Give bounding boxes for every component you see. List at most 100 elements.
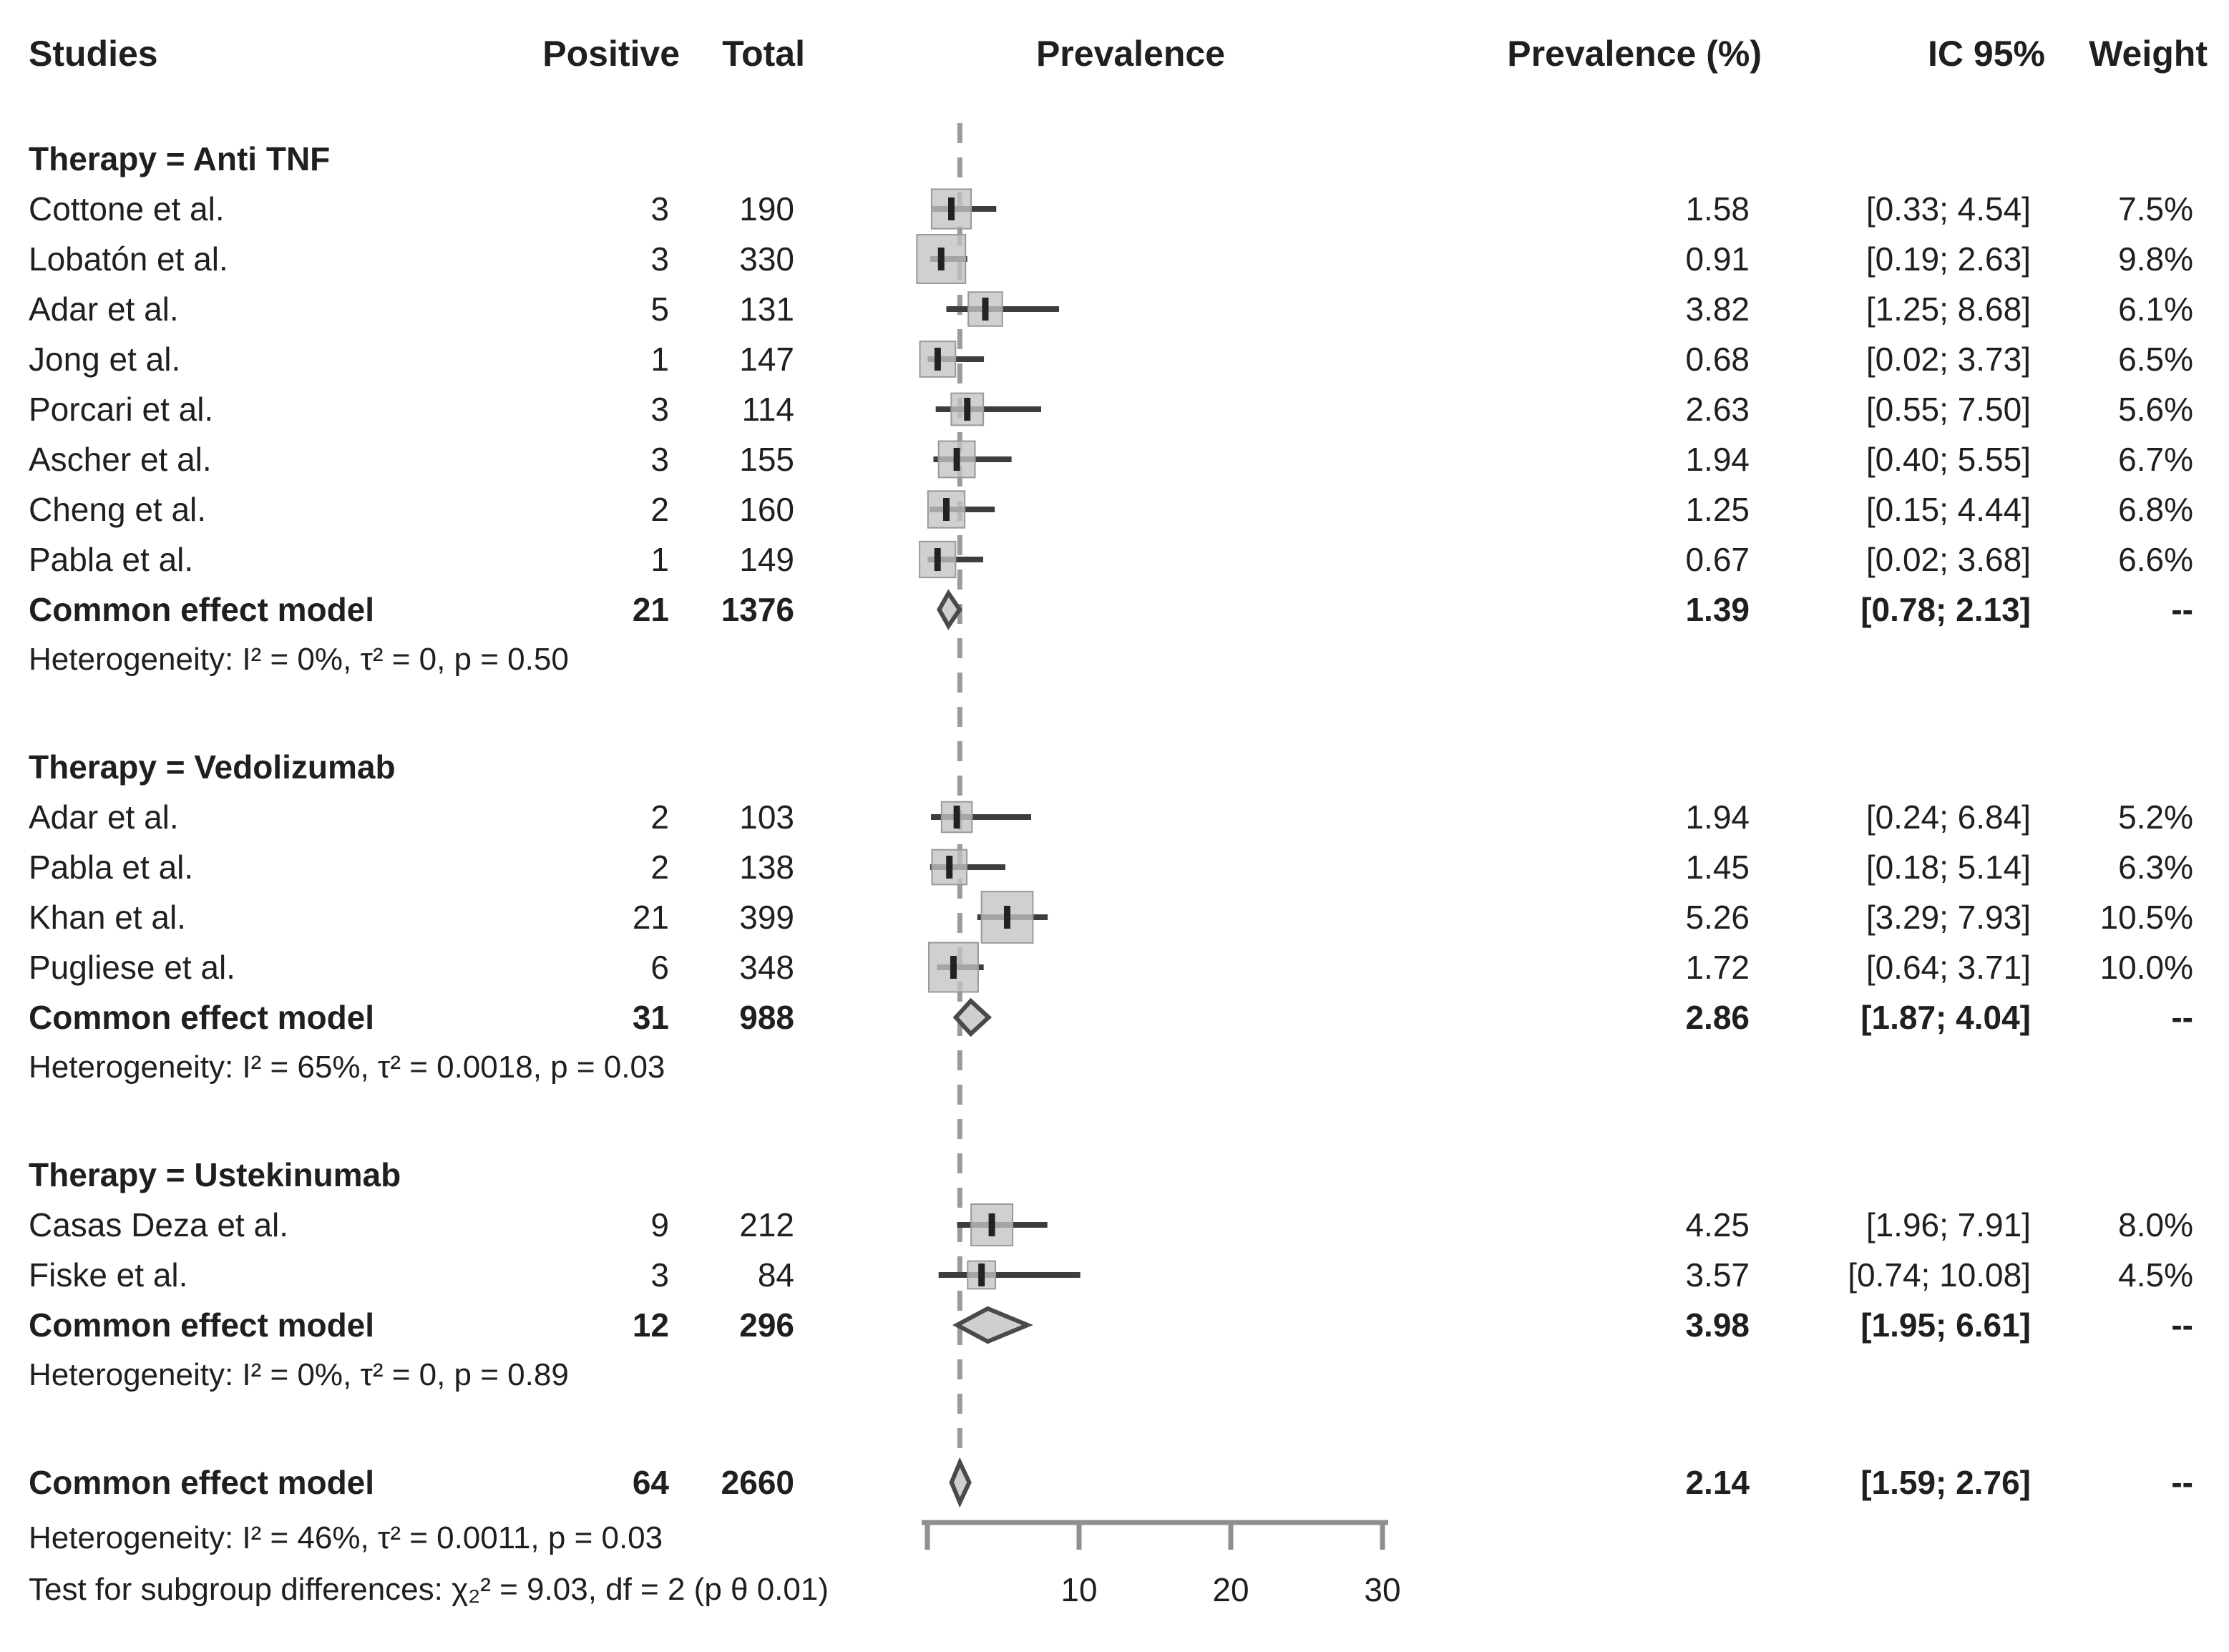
study-name: Pugliese et al. [29, 949, 235, 986]
total-value: 160 [739, 491, 794, 528]
summary-row: Common effect model 21 1376 1.39 [0.78; 2.13… [0, 585, 2229, 635]
positive-value: 31 [632, 999, 669, 1036]
heterogeneity-text: Heterogeneity: I² = 0%, τ² = 0, p = 0.50 [29, 642, 569, 677]
subgroup-test-row: Test for subgroup differences: χ₂² = 9.0… [0, 1565, 2229, 1615]
weight-value: 10.0% [2099, 949, 2193, 986]
prevalence-value: 3.98 [1685, 1306, 1750, 1344]
group-header-row: Therapy = Ustekinumab [0, 1150, 2229, 1200]
total-value: 114 [741, 391, 794, 428]
prevalence-value: 0.68 [1685, 341, 1750, 378]
total-value: 399 [739, 899, 794, 936]
study-name: Fiske et al. [29, 1256, 188, 1294]
ci-value: [1.95; 6.61] [1860, 1306, 2031, 1344]
positive-value: 2 [650, 798, 669, 836]
total-value: 330 [739, 240, 794, 278]
prevalence-value: 5.26 [1685, 899, 1750, 936]
weight-value: 6.8% [2118, 491, 2193, 528]
col-header-studies: Studies [29, 34, 158, 74]
group-header-label: Therapy = Anti TNF [29, 140, 331, 177]
summary-row: Common effect model 12 296 3.98 [1.95; 6.61]… [0, 1300, 2229, 1350]
study-name: Adar et al. [29, 798, 179, 836]
total-value: 155 [739, 441, 794, 478]
ci-value: [0.40; 5.55] [1865, 441, 2031, 478]
total-value: 149 [739, 541, 794, 578]
total-value: 988 [739, 999, 794, 1036]
ci-value: [1.87; 4.04] [1860, 999, 2031, 1036]
total-value: 138 [739, 849, 794, 886]
heterogeneity-row: Heterogeneity: I² = 0%, τ² = 0, p = 0.50 [0, 635, 2229, 685]
weight-value: 8.0% [2118, 1206, 2193, 1243]
study-name: Adar et al. [29, 290, 179, 328]
heterogeneity-text: Heterogeneity: I² = 65%, τ² = 0.0018, p … [29, 1050, 665, 1085]
ci-value: [3.29; 7.93] [1865, 899, 2031, 936]
prevalence-value: 2.14 [1685, 1464, 1750, 1501]
prevalence-value: 1.94 [1685, 798, 1750, 836]
weight-value: 5.6% [2118, 391, 2193, 428]
ci-value: [0.02; 3.73] [1865, 341, 2031, 378]
weight-value: 6.7% [2118, 441, 2193, 478]
study-name: Lobatón et al. [29, 240, 228, 278]
summary-diamond [937, 589, 962, 630]
study-row: Porcari et al. 3 114 2.63 [0.55; 7.50] 5.6% [0, 384, 2229, 434]
weight-value: 7.5% [2118, 190, 2193, 228]
ci-value: [0.33; 4.54] [1865, 190, 2031, 228]
col-header-ic95: IC 95% [1928, 34, 2045, 74]
study-row: Fiske et al. 3 84 3.57 [0.74; 10.08] 4.5% [0, 1250, 2229, 1300]
subgroup-test-text: Test for subgroup differences: χ₂² = 9.0… [29, 1572, 829, 1607]
study-name: Pabla et al. [29, 541, 194, 578]
prevalence-value: 0.91 [1685, 240, 1750, 278]
x-tick-label: 20 [1212, 1571, 1249, 1608]
positive-value: 3 [650, 240, 669, 278]
positive-value: 1 [650, 341, 669, 378]
prevalence-value: 1.72 [1685, 949, 1750, 986]
weight-value: -- [2171, 1464, 2193, 1501]
column-header-row: Studies Positive Total Prevalence Preval… [0, 29, 2229, 79]
positive-value: 3 [650, 441, 669, 478]
positive-value: 6 [650, 949, 669, 986]
prevalence-value: 3.82 [1685, 290, 1750, 328]
group-header-label: Therapy = Vedolizumab [29, 748, 396, 786]
weight-value: 6.6% [2118, 541, 2193, 578]
total-value: 348 [739, 949, 794, 986]
study-name: Jong et al. [29, 341, 181, 378]
overall-summary-row: Common effect model 64 2660 2.14 [1.59; 2.76… [0, 1457, 2229, 1507]
study-row: Jong et al. 1 147 0.68 [0.02; 3.73] 6.5% [0, 334, 2229, 384]
study-row: Cottone et al. 3 190 1.58 [0.33; 4.54] 7.5% [0, 184, 2229, 234]
prevalence-value: 1.25 [1685, 491, 1750, 528]
prevalence-value: 1.94 [1685, 441, 1750, 478]
group-header-row: Therapy = Anti TNF [0, 134, 2229, 184]
ci-value: [1.96; 7.91] [1865, 1206, 2031, 1243]
prevalence-value: 2.86 [1685, 999, 1750, 1036]
positive-value: 21 [632, 591, 669, 628]
study-row: Pabla et al. 2 138 1.45 [0.18; 5.14] 6.3% [0, 842, 2229, 892]
heterogeneity-row: Heterogeneity: I² = 65%, τ² = 0.0018, p … [0, 1042, 2229, 1093]
study-name: Cottone et al. [29, 190, 225, 228]
ci-value: [0.64; 3.71] [1865, 949, 2031, 986]
heterogeneity-row: Heterogeneity: I² = 0%, τ² = 0, p = 0.89 [0, 1350, 2229, 1400]
study-row: Pugliese et al. 6 348 1.72 [0.64; 3.71] 10.0% [0, 942, 2229, 992]
col-header-prevalence-plot: Prevalence [1035, 34, 1226, 74]
summary-label: Common effect model [29, 591, 375, 628]
weight-value: 6.3% [2118, 849, 2193, 886]
total-value: 103 [739, 798, 794, 836]
prevalence-value: 3.57 [1685, 1256, 1750, 1294]
weight-value: 10.5% [2099, 899, 2193, 936]
prevalence-value: 0.67 [1685, 541, 1750, 578]
study-row: Ascher et al. 3 155 1.94 [0.40; 5.55] 6.7% [0, 434, 2229, 484]
weight-square-marker [919, 341, 957, 378]
total-value: 296 [739, 1306, 794, 1344]
group-header-label: Therapy = Ustekinumab [29, 1156, 401, 1193]
ci-value: [0.78; 2.13] [1860, 591, 2031, 628]
study-name: Porcari et al. [29, 391, 214, 428]
ci-value: [1.25; 8.68] [1865, 290, 2031, 328]
prevalence-value: 1.45 [1685, 849, 1750, 886]
ci-value: [0.19; 2.63] [1865, 240, 2031, 278]
study-row: Adar et al. 2 103 1.94 [0.24; 6.84] 5.2% [0, 792, 2229, 842]
study-row: Khan et al. 21 399 5.26 [3.29; 7.93] 10.5% [0, 892, 2229, 942]
summary-label: Common effect model [29, 1306, 375, 1344]
study-name: Casas Deza et al. [29, 1206, 289, 1243]
group-header-row: Therapy = Vedolizumab [0, 742, 2229, 792]
positive-value: 2 [650, 849, 669, 886]
weight-value: -- [2171, 591, 2193, 628]
overall-heterogeneity-text: Heterogeneity: I² = 46%, τ² = 0.0011, p … [29, 1520, 663, 1555]
